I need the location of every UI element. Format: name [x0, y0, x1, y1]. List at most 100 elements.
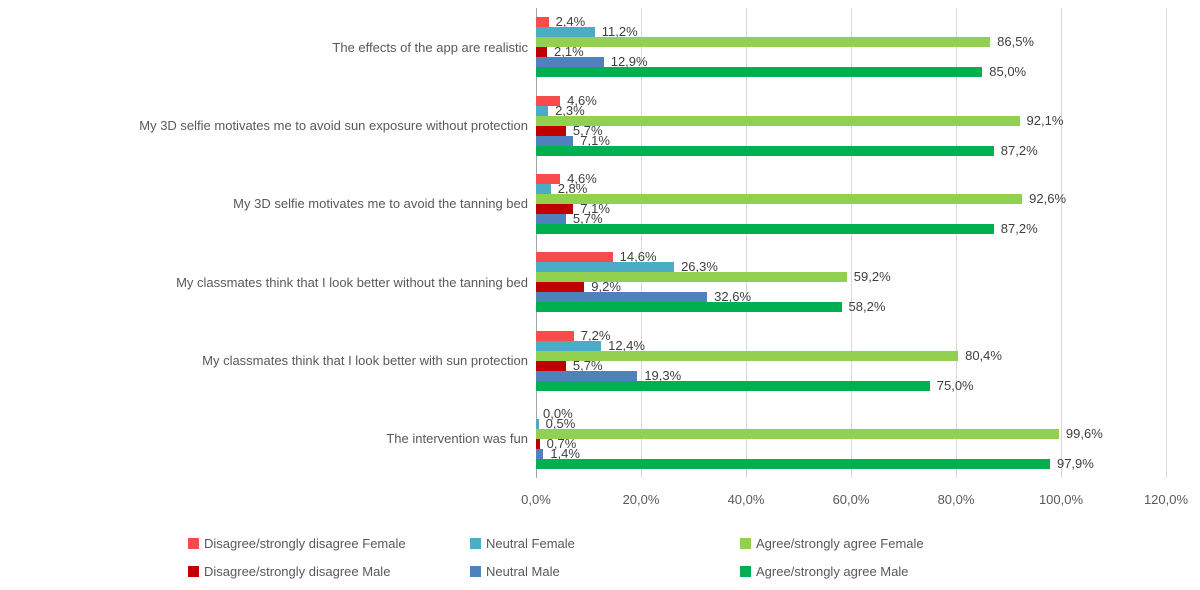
bar-value-label: 7,1%	[580, 200, 610, 216]
category-label: My classmates think that I look better w…	[176, 274, 528, 290]
bar	[536, 350, 959, 361]
bar	[536, 47, 548, 58]
bar	[536, 135, 574, 146]
bar	[536, 95, 561, 106]
bar-value-label: 7,1%	[580, 132, 610, 148]
x-axis-tick-label: 80,0%	[937, 492, 975, 507]
bar	[536, 272, 847, 283]
bar-value-label: 12,4%	[608, 337, 645, 353]
legend-label: Disagree/strongly disagree Male	[204, 563, 391, 579]
category-axis: The effects of the app are realistic My 3…	[0, 0, 528, 478]
bar-value-label: 59,2%	[853, 269, 891, 285]
bar-value-label: 97,9%	[1056, 455, 1094, 471]
bar	[536, 203, 574, 214]
bar-value-label: 26,3%	[681, 259, 718, 275]
bar-value-label: 19,3%	[644, 367, 682, 383]
category-label: My classmates think that I look better w…	[202, 352, 528, 368]
bar	[536, 458, 1050, 469]
bar-value-label: 2,3%	[555, 102, 585, 118]
bar-value-label: 85,0%	[989, 64, 1027, 80]
bar-value-label: 99,6%	[1065, 425, 1103, 441]
bar-value-label: 86,5%	[997, 34, 1034, 50]
bar-value-label: 87,2%	[1000, 142, 1038, 158]
bar	[536, 418, 539, 429]
bar	[536, 173, 561, 184]
bar-value-label: 4,6%	[567, 92, 597, 108]
x-axis-tick-label: 20,0%	[622, 492, 660, 507]
category-label: My 3D selfie motivates me to avoid sun e…	[139, 117, 528, 133]
legend-swatch-icon	[470, 537, 481, 549]
legend-swatch-icon	[740, 537, 751, 549]
bar	[536, 428, 1059, 439]
category-label: The effects of the app are realistic	[332, 39, 528, 55]
bar	[536, 27, 595, 38]
legend-item: Neutral Female	[470, 535, 575, 551]
bar-value-label: 32,6%	[714, 289, 752, 305]
bar-value-label: 58,2%	[848, 299, 886, 315]
bar	[536, 57, 604, 68]
bar	[536, 448, 544, 459]
gridline	[1166, 8, 1167, 478]
bar	[536, 340, 602, 351]
bar-value-label: 12,9%	[610, 54, 648, 70]
legend-label: Agree/strongly agree Female	[756, 535, 924, 551]
bar	[536, 360, 566, 371]
bar	[536, 145, 994, 156]
bar-value-label: 0,5%	[545, 415, 576, 431]
bar	[536, 67, 983, 78]
bar	[536, 292, 708, 303]
bar-value-label: 0,7%	[546, 435, 577, 451]
legend-label: Disagree/strongly disagree Female	[204, 535, 406, 551]
bar	[536, 302, 842, 313]
legend-label: Neutral Female	[486, 535, 575, 551]
x-axis-tick-label: 60,0%	[832, 492, 870, 507]
bar	[536, 252, 613, 263]
bar-value-label: 92,1%	[1026, 112, 1064, 128]
bar-value-label: 5,7%	[572, 357, 603, 373]
bar	[536, 262, 675, 273]
x-axis-tick-label: 0,0%	[521, 492, 551, 507]
bar-value-label: 2,4%	[555, 14, 586, 30]
bar	[536, 438, 540, 449]
bar-value-label: 92,6%	[1029, 190, 1067, 206]
bar-value-label: 87,2%	[1000, 220, 1038, 236]
legend-item: Disagree/strongly disagree Male	[188, 563, 391, 579]
bar-value-label: 80,4%	[965, 347, 1002, 363]
bar-value-label: 2,1%	[554, 44, 584, 60]
bar-value-label: 14,6%	[619, 249, 657, 265]
bar-value-label: 4,6%	[567, 170, 597, 186]
legend-item: Agree/strongly agree Male	[740, 563, 909, 579]
bar	[536, 223, 994, 234]
bar	[536, 282, 585, 293]
bar-value-label: 11,2%	[601, 24, 638, 40]
bar-value-label: 5,7%	[572, 122, 603, 138]
x-axis-tick-label: 100,0%	[1038, 492, 1084, 507]
legend-swatch-icon	[740, 565, 751, 577]
legend-item: Neutral Male	[470, 563, 560, 579]
bar	[536, 115, 1020, 126]
gridline	[746, 8, 747, 478]
bar	[536, 193, 1023, 204]
category-label: My 3D selfie motivates me to avoid the t…	[233, 196, 528, 212]
legend-label: Neutral Male	[486, 563, 560, 579]
bar-value-label: 0,0%	[543, 405, 573, 421]
bar-value-label: 9,2%	[591, 279, 621, 295]
legend-item: Disagree/strongly disagree Female	[188, 535, 406, 551]
legend-label: Agree/strongly agree Male	[756, 563, 909, 579]
value-axis-line	[536, 8, 537, 478]
bar-value-label: 2,8%	[557, 180, 588, 196]
gridline	[1061, 8, 1062, 478]
legend-swatch-icon	[188, 537, 199, 549]
bar	[536, 213, 566, 224]
gridline	[851, 8, 852, 478]
bar	[536, 37, 991, 48]
plot-area: 2,4% 11,2% 86,5% 2,1% 12,9% 85,0% 4,6% 2,3% 92,1…	[536, 8, 1167, 478]
bar	[536, 105, 549, 116]
legend-swatch-icon	[470, 565, 481, 577]
x-axis-tick-label: 40,0%	[727, 492, 765, 507]
legend-item: Agree/strongly agree Female	[740, 535, 924, 551]
bar	[536, 370, 638, 381]
bar	[536, 330, 574, 341]
bar-value-label: 7,2%	[580, 327, 611, 343]
